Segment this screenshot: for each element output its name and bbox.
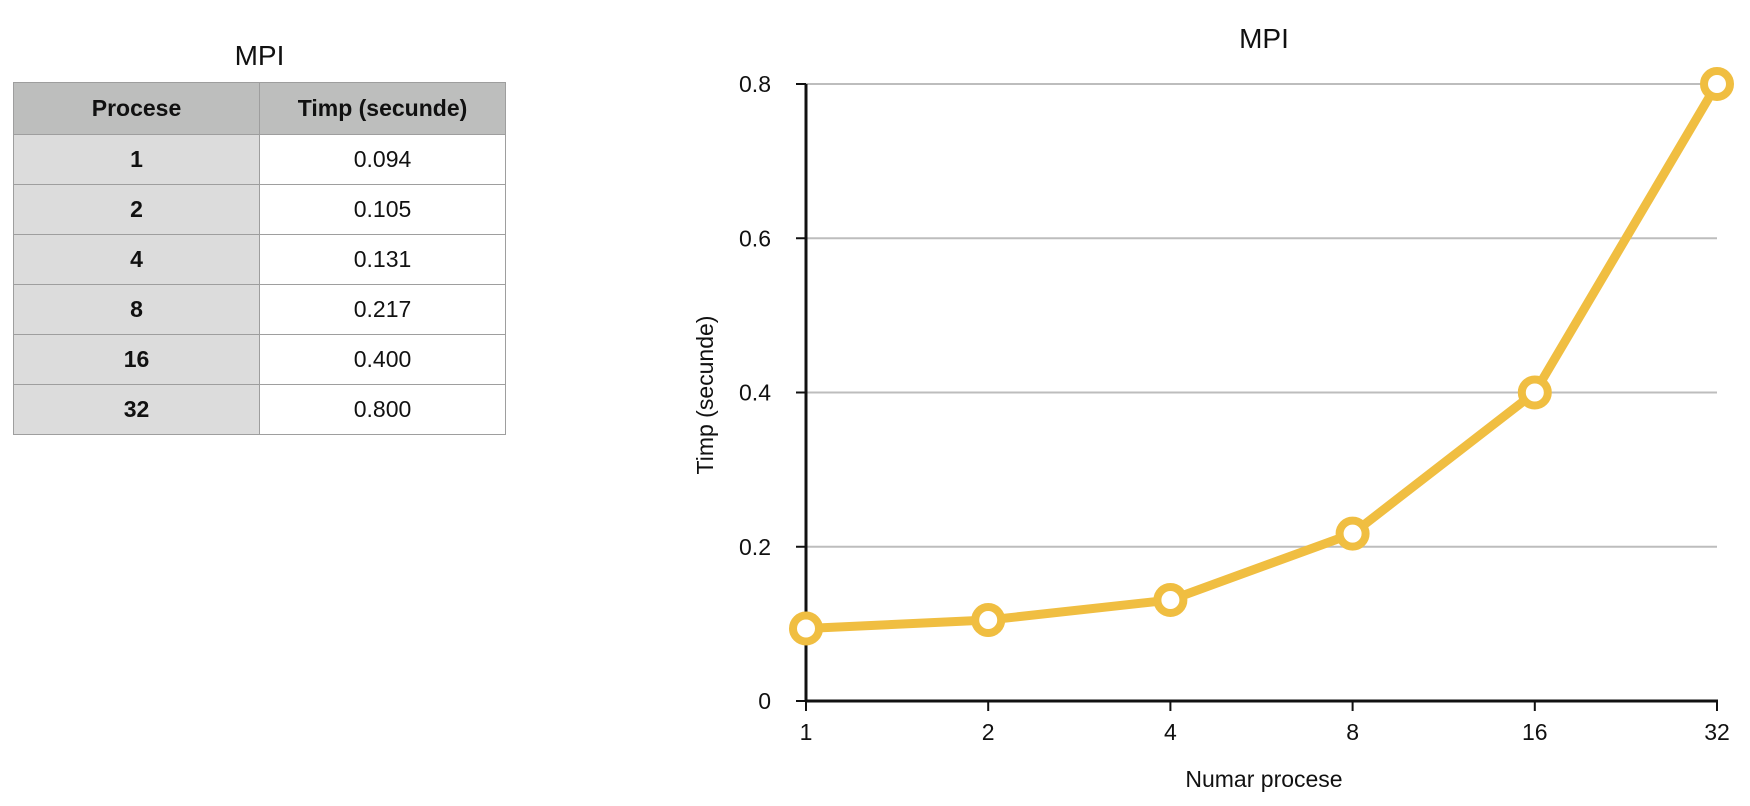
data-point <box>1704 71 1730 97</box>
x-tick-label: 2 <box>982 719 995 745</box>
x-tick-label: 8 <box>1346 719 1359 745</box>
data-point <box>1340 521 1366 547</box>
x-tick-label: 16 <box>1522 719 1548 745</box>
y-tick-label: 0.4 <box>739 380 771 406</box>
data-point <box>975 607 1001 633</box>
y-tick-label: 0.8 <box>739 71 771 97</box>
y-axis-label: Timp (secunde) <box>692 316 718 475</box>
data-point <box>1522 380 1548 406</box>
data-point <box>1157 587 1183 613</box>
x-tick-label: 1 <box>800 719 813 745</box>
x-tick-label: 4 <box>1164 719 1177 745</box>
data-point <box>793 616 819 642</box>
chart-title: MPI <box>1239 23 1289 54</box>
y-tick-label: 0.6 <box>739 225 771 251</box>
axes: 0 0.2 0.4 0.6 0.8 1 2 4 8 16 32 <box>739 71 1730 745</box>
y-tick-label: 0 <box>758 688 771 714</box>
y-tick-label: 0.2 <box>739 534 771 560</box>
series <box>793 71 1730 642</box>
x-tick-label: 32 <box>1704 719 1730 745</box>
x-axis-label: Numar procese <box>1185 766 1342 792</box>
